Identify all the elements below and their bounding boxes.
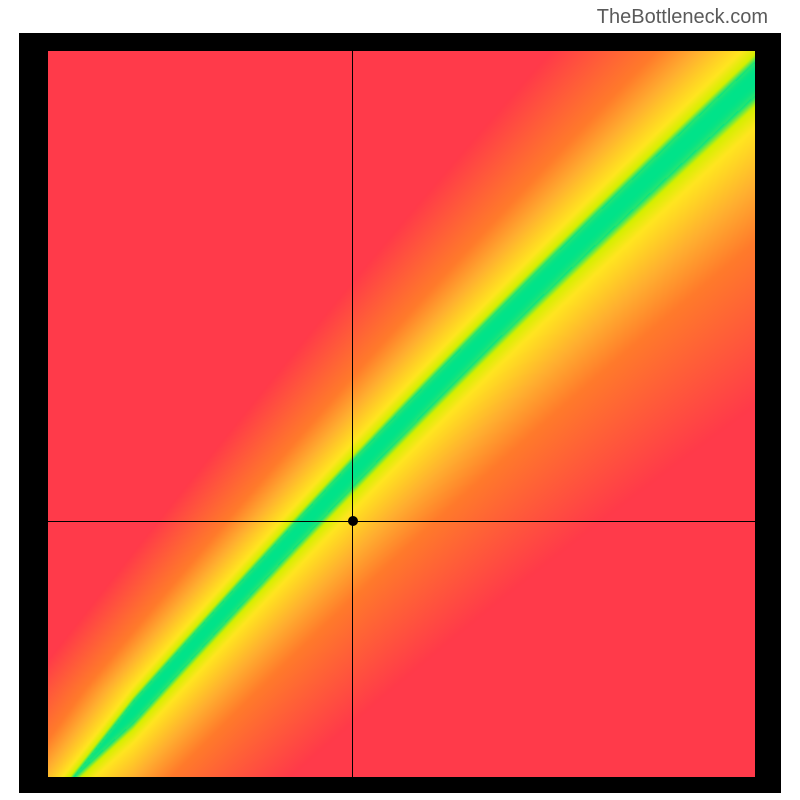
- bottleneck-marker[interactable]: [348, 516, 358, 526]
- chart-container: TheBottleneck.com: [0, 0, 800, 800]
- crosshair-vertical: [352, 51, 353, 777]
- crosshair-horizontal: [48, 521, 755, 522]
- heatmap-canvas: [48, 51, 755, 777]
- watermark-text: TheBottleneck.com: [597, 6, 768, 29]
- heatmap-plot: [48, 51, 755, 777]
